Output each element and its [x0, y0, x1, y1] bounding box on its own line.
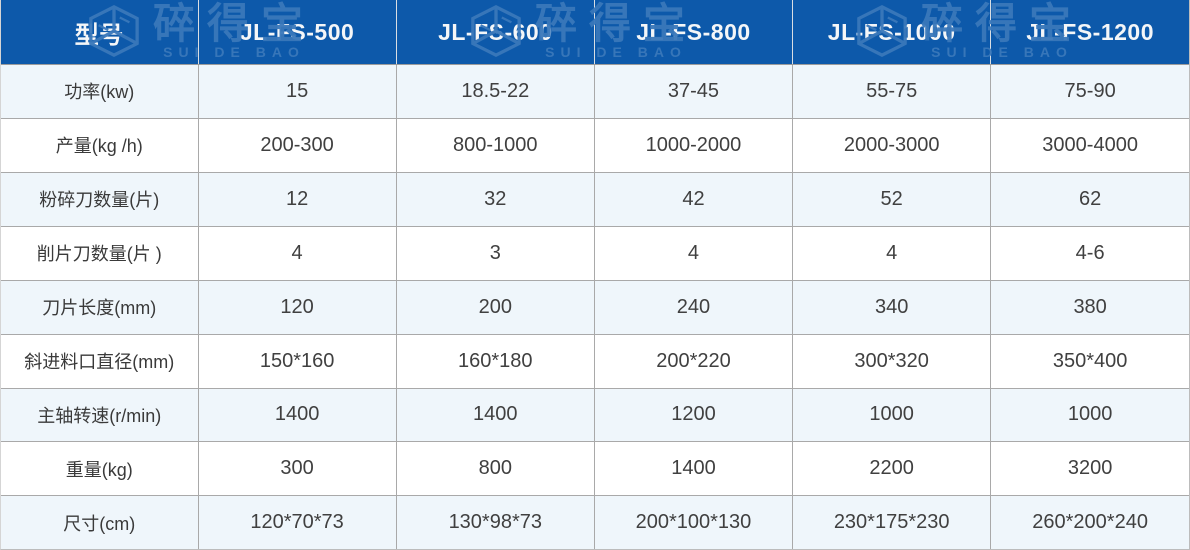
cell-value: 42	[593, 171, 794, 227]
row-label: 削片刀数量(片 )	[1, 225, 199, 281]
row-label: 功率(kw)	[1, 64, 199, 119]
header-cell-jl-fs-1000: JL-FS-1000	[792, 0, 991, 65]
header-cell-jl-fs-1200: JL-FS-1200	[990, 0, 1189, 65]
row-label: 产量(kg /h)	[1, 117, 199, 173]
cell-value: 230*175*230	[792, 495, 992, 549]
cell-value: 1000-2000	[593, 117, 794, 173]
cell-value: 62	[990, 171, 1189, 227]
header-cell-jl-fs-500: JL-FS-500	[197, 0, 397, 65]
cell-value: 1400	[395, 387, 595, 443]
cell-value: 380	[990, 279, 1189, 335]
table-row-power: 功率(kw) 15 18.5-22 37-45 55-75 75-90	[1, 64, 1189, 119]
table-row-dimensions: 尺寸(cm) 120*70*73 130*98*73 200*100*130 2…	[1, 495, 1189, 549]
cell-value: 260*200*240	[990, 495, 1189, 549]
cell-value: 300	[197, 441, 397, 497]
header-cell-jl-fs-800: JL-FS-800	[593, 0, 793, 65]
cell-value: 1400	[593, 441, 794, 497]
cell-value: 120	[197, 279, 397, 335]
cell-value: 2000-3000	[792, 117, 992, 173]
row-label: 尺寸(cm)	[1, 495, 199, 549]
cell-value: 18.5-22	[395, 64, 595, 119]
table-row-crushing-blades: 粉碎刀数量(片) 12 32 42 52 62	[1, 171, 1189, 227]
cell-value: 200-300	[197, 117, 397, 173]
table-header-row: 型号 JL-FS-500 JL-FS-600 JL-FS-800 JL-FS-1…	[1, 0, 1189, 65]
cell-value: 32	[395, 171, 595, 227]
cell-value: 800	[395, 441, 595, 497]
cell-value: 800-1000	[395, 117, 595, 173]
cell-value: 15	[197, 64, 397, 119]
cell-value: 4	[197, 225, 397, 281]
table-row-chipping-blades: 削片刀数量(片 ) 4 3 4 4 4-6	[1, 225, 1189, 281]
row-label: 粉碎刀数量(片)	[1, 171, 199, 227]
cell-value: 1400	[197, 387, 397, 443]
cell-value: 350*400	[990, 333, 1189, 389]
cell-value: 130*98*73	[395, 495, 595, 549]
cell-value: 52	[792, 171, 992, 227]
cell-value: 4	[593, 225, 794, 281]
cell-value: 4-6	[990, 225, 1189, 281]
cell-value: 200*100*130	[593, 495, 794, 549]
cell-value: 160*180	[395, 333, 595, 389]
row-label: 重量(kg)	[1, 441, 199, 497]
table-row-weight: 重量(kg) 300 800 1400 2200 3200	[1, 441, 1189, 497]
cell-value: 75-90	[990, 64, 1189, 119]
cell-value: 340	[792, 279, 992, 335]
cell-value: 1000	[990, 387, 1189, 443]
cell-value: 1000	[792, 387, 992, 443]
row-label: 刀片长度(mm)	[1, 279, 199, 335]
cell-value: 200	[395, 279, 595, 335]
cell-value: 3000-4000	[990, 117, 1189, 173]
cell-value: 240	[593, 279, 794, 335]
cell-value: 150*160	[197, 333, 397, 389]
table-row-inlet-diameter: 斜进料口直径(mm) 150*160 160*180 200*220 300*3…	[1, 333, 1189, 389]
table-row-spindle-speed: 主轴转速(r/min) 1400 1400 1200 1000 1000	[1, 387, 1189, 443]
table-row-output: 产量(kg /h) 200-300 800-1000 1000-2000 200…	[1, 117, 1189, 173]
cell-value: 12	[197, 171, 397, 227]
cell-value: 1200	[593, 387, 794, 443]
cell-value: 300*320	[792, 333, 992, 389]
cell-value: 3200	[990, 441, 1189, 497]
header-cell-jl-fs-600: JL-FS-600	[395, 0, 595, 65]
cell-value: 200*220	[593, 333, 794, 389]
header-cell-model-label: 型号	[1, 0, 198, 65]
row-label: 斜进料口直径(mm)	[1, 333, 199, 389]
cell-value: 3	[395, 225, 595, 281]
cell-value: 4	[792, 225, 992, 281]
cell-value: 55-75	[792, 64, 992, 119]
table-row-blade-length: 刀片长度(mm) 120 200 240 340 380	[1, 279, 1189, 335]
row-label: 主轴转速(r/min)	[1, 387, 199, 443]
cell-value: 2200	[792, 441, 992, 497]
cell-value: 37-45	[593, 64, 794, 119]
cell-value: 120*70*73	[197, 495, 397, 549]
